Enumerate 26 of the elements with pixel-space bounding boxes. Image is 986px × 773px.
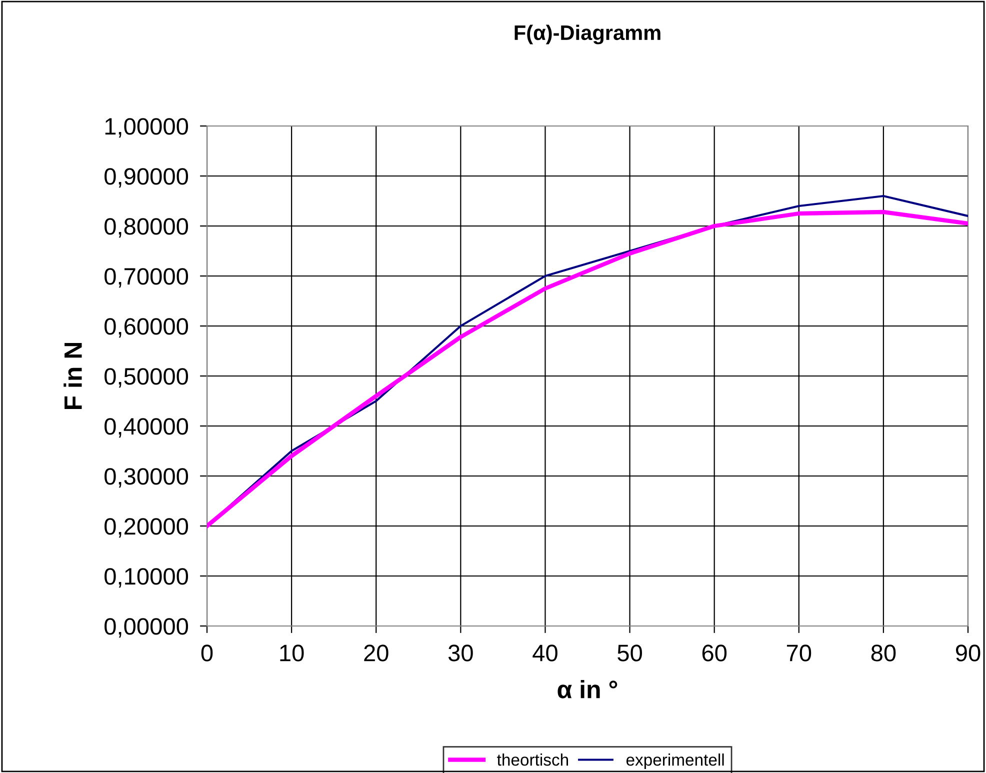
y-tick-label: 0,20000 (104, 518, 188, 538)
y-axis-title: F in N (64, 342, 82, 410)
x-tick-label: 30 (448, 644, 473, 662)
y-tick-label: 0,40000 (104, 418, 188, 438)
y-tick-label: 0,70000 (104, 268, 188, 288)
y-tick-label: 0,10000 (104, 568, 188, 588)
x-tick-label: 60 (702, 644, 727, 662)
x-tick-label: 10 (280, 644, 304, 662)
y-tick-label: 0,30000 (104, 468, 188, 488)
x-tick-label: 0 (201, 644, 213, 662)
x-tick-label: 20 (364, 644, 388, 662)
x-tick-label: 70 (786, 644, 812, 662)
legend-label: experimentell (626, 754, 724, 770)
y-tick-label: 0,60000 (104, 318, 188, 338)
legend-label: theortisch (497, 754, 568, 766)
chart-title: F(α)-Diagramm (514, 24, 660, 44)
x-tick-label: 40 (532, 644, 558, 662)
x-tick-label: 50 (618, 644, 642, 662)
y-tick-label: 0,00000 (104, 618, 188, 638)
x-tick-label: 80 (871, 644, 896, 662)
y-tick-label: 0,50000 (104, 368, 188, 388)
x-tick-label: 90 (956, 644, 980, 662)
y-tick-label: 0,80000 (104, 218, 188, 238)
y-tick-label: 1,00000 (105, 118, 188, 138)
y-tick-label: 0,90000 (104, 168, 188, 188)
x-axis-title: α in ° (558, 680, 618, 698)
